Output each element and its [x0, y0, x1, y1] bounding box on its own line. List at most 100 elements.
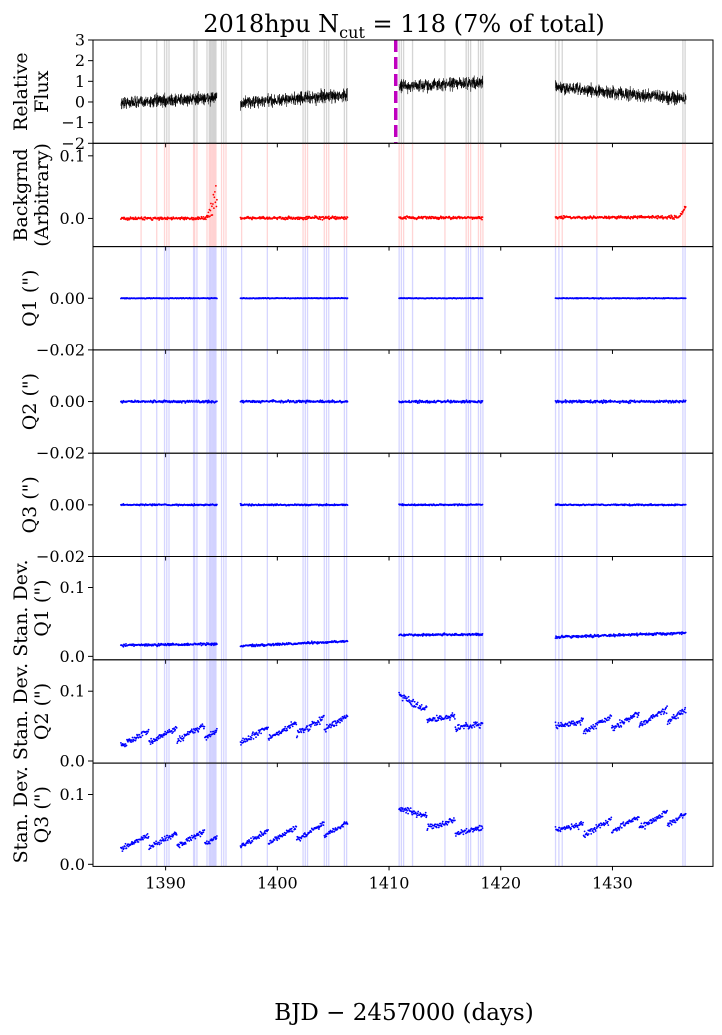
data-point	[636, 217, 639, 220]
data-point	[667, 401, 670, 404]
data-point	[326, 723, 328, 726]
data-point	[343, 218, 345, 221]
cut-band	[211, 556, 214, 660]
data-point	[147, 730, 150, 733]
title-main: 2018hpu N	[203, 10, 339, 38]
data-point	[405, 218, 407, 220]
cut-band	[444, 659, 446, 764]
data-point	[449, 401, 452, 404]
data-point	[589, 399, 592, 402]
data-point	[213, 207, 215, 210]
data-point	[216, 297, 218, 300]
data-point	[651, 217, 653, 219]
data-point	[151, 742, 154, 745]
data-point	[210, 730, 212, 733]
data-point	[146, 732, 149, 735]
data-point	[214, 201, 217, 204]
data-point	[346, 640, 349, 643]
data-point	[207, 211, 210, 214]
data-point	[195, 728, 198, 731]
data-point	[334, 720, 337, 723]
cut-band	[240, 556, 243, 660]
cut-band	[400, 556, 403, 660]
cut-band	[215, 40, 217, 144]
data-point	[306, 725, 309, 728]
data-point	[134, 736, 136, 739]
cut-band	[400, 659, 403, 764]
y-axis-label-q1: Q1 (")	[19, 270, 41, 327]
data-point	[157, 735, 160, 738]
cut-band	[211, 40, 214, 144]
cut-band	[208, 659, 210, 764]
cut-band	[467, 40, 470, 144]
data-point	[298, 731, 301, 734]
cut-band	[213, 40, 215, 144]
data-point	[250, 504, 253, 507]
data-point	[215, 731, 217, 734]
data-point	[319, 723, 321, 726]
cut-band	[682, 143, 684, 247]
data-point	[254, 733, 257, 736]
y-tick-label: 1	[75, 72, 85, 91]
data-point	[629, 401, 632, 404]
data-point	[301, 728, 304, 730]
cut-band	[156, 40, 158, 144]
data-point	[310, 640, 313, 643]
data-point	[319, 718, 322, 720]
data-point	[180, 401, 183, 404]
cut-band	[208, 556, 210, 660]
y-axis-label-sd_q1: Stan. Dev.Q1 (")	[10, 560, 53, 657]
cut-band	[561, 40, 563, 144]
data-point	[156, 739, 159, 742]
data-point	[251, 218, 253, 221]
cut-band	[220, 659, 223, 764]
cut-band	[240, 143, 243, 247]
cut-band	[444, 40, 446, 144]
data-point	[319, 218, 322, 221]
data-point	[168, 728, 171, 731]
cut-band	[240, 40, 243, 144]
cut-band	[561, 143, 563, 247]
cut-band	[684, 556, 686, 660]
cut-band	[444, 556, 446, 660]
data-point	[191, 730, 194, 733]
data-point	[433, 399, 436, 402]
data-point	[286, 729, 289, 732]
data-point	[316, 721, 318, 724]
data-point	[302, 218, 305, 221]
data-point	[674, 401, 677, 404]
data-point	[192, 732, 195, 734]
y-axis-label-q3: Q3 (")	[19, 476, 41, 533]
data-point	[296, 218, 299, 221]
cut-band	[168, 143, 170, 247]
data-point	[190, 728, 193, 731]
data-point	[144, 644, 147, 647]
data-point	[258, 730, 261, 733]
data-point	[481, 633, 484, 635]
cut-band	[325, 659, 328, 764]
data-point	[564, 399, 567, 401]
data-point	[255, 731, 258, 734]
data-point	[684, 503, 687, 506]
cut-band	[168, 556, 170, 660]
y-axis-label-line: Stan. Dev.	[10, 560, 32, 657]
cut-band	[194, 40, 196, 144]
data-point	[332, 720, 335, 723]
y-tick-label: 0.0	[60, 209, 85, 228]
data-point	[330, 726, 332, 729]
figure-title: 2018hpu Ncut = 118 (7% of total)	[203, 10, 605, 42]
data-point	[478, 216, 481, 218]
data-point	[318, 721, 320, 724]
data-point	[633, 399, 636, 402]
data-point	[150, 737, 153, 740]
data-point	[325, 730, 327, 733]
data-point	[216, 643, 218, 645]
cut-band	[477, 143, 480, 247]
cut-band	[211, 659, 214, 764]
data-point	[269, 735, 272, 737]
data-point	[178, 739, 181, 742]
data-point	[132, 740, 134, 743]
cut-band	[400, 143, 403, 247]
data-point	[481, 503, 484, 506]
